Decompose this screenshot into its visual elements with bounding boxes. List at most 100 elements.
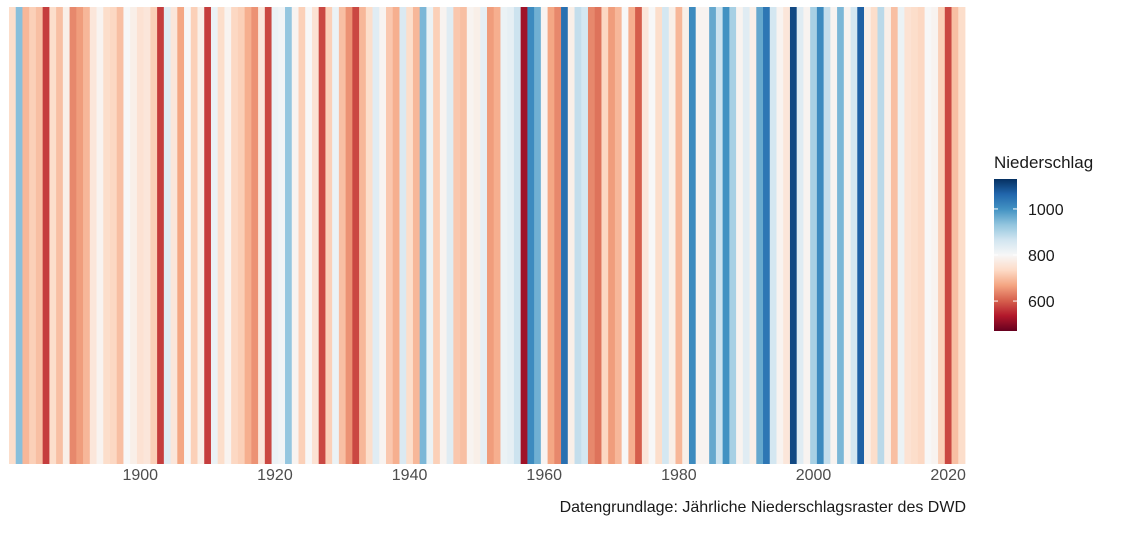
legend-label-1000: 1000: [1028, 202, 1064, 219]
stripe-1989: [736, 7, 744, 464]
legend-title: Niederschlag: [994, 153, 1093, 172]
stripe-2010: [877, 7, 885, 464]
stripe-1994: [769, 7, 777, 464]
stripe-1912: [217, 7, 225, 464]
stripe-1957: [520, 7, 528, 464]
stripe-1923: [291, 7, 299, 464]
stripe-1904: [163, 7, 171, 464]
precipitation-stripes: [9, 7, 966, 464]
legend-label-600: 600: [1028, 294, 1055, 311]
stripe-2008: [864, 7, 872, 464]
stripe-1892: [83, 7, 91, 464]
stripe-1941: [412, 7, 421, 464]
stripe-1979: [668, 7, 676, 464]
stripe-1977: [655, 7, 663, 464]
stripe-1930: [338, 7, 347, 464]
stripe-1960: [540, 7, 548, 464]
stripe-1898: [123, 7, 131, 464]
stripe-2001: [816, 7, 825, 464]
stripe-1911: [210, 7, 219, 464]
stripe-1920: [271, 7, 279, 464]
x-axis: 1900 1920 1940 1960 1980 2000 2020: [122, 467, 966, 484]
stripe-1882: [15, 7, 23, 464]
stripe-1925: [305, 7, 313, 464]
stripe-1896: [109, 7, 118, 464]
stripe-1953: [493, 7, 501, 464]
stripe-1961: [547, 7, 555, 464]
stripe-1978: [662, 7, 670, 464]
stripe-1926: [311, 7, 320, 464]
x-tick-label-1920: 1920: [257, 467, 293, 484]
stripe-1903: [157, 7, 165, 464]
stripe-1955: [507, 7, 515, 464]
stripe-1922: [285, 7, 293, 464]
stripe-1885: [35, 7, 44, 464]
legend-label-800: 800: [1028, 248, 1055, 265]
stripe-1975: [641, 7, 649, 464]
x-tick-label-1900: 1900: [122, 467, 158, 484]
stripe-1913: [224, 7, 232, 464]
stripe-1881: [9, 7, 17, 464]
stripe-1932: [352, 7, 360, 464]
stripe-1917: [251, 7, 259, 464]
stripe-1950: [473, 7, 481, 464]
stripe-1971: [614, 7, 623, 464]
x-tick-label-1980: 1980: [661, 467, 697, 484]
stripe-1988: [729, 7, 737, 464]
stripe-1999: [803, 7, 811, 464]
stripe-2000: [810, 7, 818, 464]
stripe-1990: [742, 7, 750, 464]
stripe-1897: [116, 7, 124, 464]
stripe-1956: [513, 7, 522, 464]
stripe-2022: [958, 7, 966, 464]
stripe-1921: [278, 7, 286, 464]
stripe-2005: [843, 7, 851, 464]
stripe-1934: [365, 7, 373, 464]
stripe-1966: [581, 7, 589, 464]
stripe-1900: [136, 7, 145, 464]
x-tick-label-2020: 2020: [930, 467, 966, 484]
stripe-1931: [345, 7, 353, 464]
stripe-1993: [763, 7, 771, 464]
stripe-1888: [56, 7, 64, 464]
stripe-2021: [951, 7, 959, 464]
stripe-2018: [931, 7, 939, 464]
stripe-1968: [594, 7, 602, 464]
stripe-1973: [628, 7, 636, 464]
stripe-2002: [823, 7, 831, 464]
stripe-1894: [96, 7, 104, 464]
stripe-1982: [688, 7, 697, 464]
stripe-1938: [392, 7, 400, 464]
stripe-1947: [453, 7, 461, 464]
stripe-1924: [298, 7, 306, 464]
stripe-2004: [837, 7, 845, 464]
stripe-1985: [709, 7, 717, 464]
stripe-1986: [715, 7, 724, 464]
stripe-1946: [446, 7, 454, 464]
stripe-2020: [944, 7, 952, 464]
stripe-1893: [89, 7, 97, 464]
stripe-1905: [170, 7, 178, 464]
stripe-2015: [911, 7, 919, 464]
stripe-1998: [796, 7, 804, 464]
stripe-1935: [372, 7, 380, 464]
stripe-2007: [857, 7, 865, 464]
stripe-1997: [789, 7, 798, 464]
stripe-1974: [635, 7, 643, 464]
data-source-caption: Datengrundlage: Jährliche Niederschlagsr…: [560, 499, 966, 516]
stripe-1942: [419, 7, 427, 464]
stripe-1940: [406, 7, 414, 464]
stripe-1901: [143, 7, 151, 464]
legend-colorbar: [994, 179, 1017, 331]
stripe-1918: [258, 7, 266, 464]
stripe-1936: [379, 7, 387, 464]
stripe-1908: [190, 7, 198, 464]
stripe-1884: [29, 7, 37, 464]
stripe-1963: [561, 7, 569, 464]
stripe-1951: [480, 7, 488, 464]
stripe-1949: [466, 7, 474, 464]
stripe-1883: [22, 7, 30, 464]
stripe-2017: [924, 7, 932, 464]
stripe-2006: [850, 7, 858, 464]
